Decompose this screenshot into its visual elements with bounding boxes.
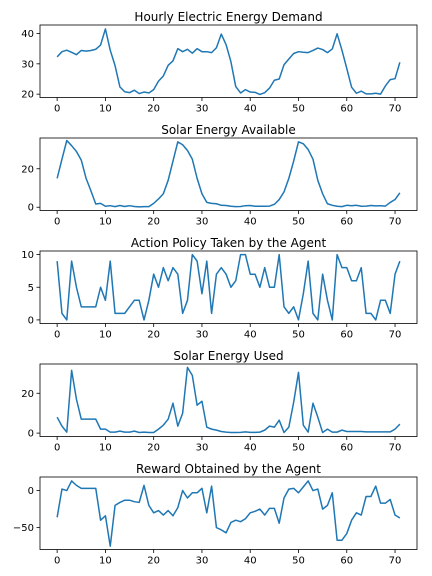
x-tick-label: 60 bbox=[340, 443, 353, 454]
x-tick-label: 40 bbox=[244, 217, 257, 228]
chart-title: Solar Energy Available bbox=[161, 123, 296, 137]
x-tick-label: 0 bbox=[54, 443, 60, 454]
x-tick-label: 10 bbox=[99, 330, 112, 341]
chart-title: Hourly Electric Energy Demand bbox=[134, 10, 322, 24]
axes-frame bbox=[39, 476, 418, 550]
axes-frame bbox=[39, 137, 418, 211]
x-tick-label: 30 bbox=[196, 330, 209, 341]
x-tick-label: 50 bbox=[292, 556, 305, 567]
x-tick-label: 50 bbox=[292, 217, 305, 228]
x-tick-label: 60 bbox=[340, 104, 353, 115]
x-tick-label: 20 bbox=[147, 443, 160, 454]
y-tick-label: 0 bbox=[28, 203, 34, 214]
x-tick-label: 20 bbox=[147, 104, 160, 115]
x-tick-label: 30 bbox=[196, 443, 209, 454]
chart-title: Action Policy Taken by the Agent bbox=[131, 236, 327, 250]
y-tick-label: 20 bbox=[21, 90, 34, 101]
x-tick-label: 0 bbox=[54, 556, 60, 567]
x-tick-label: 40 bbox=[244, 443, 257, 454]
y-tick-label: 20 bbox=[21, 164, 34, 175]
panel-solar-energy-used: Solar Energy Used 0 10 20 30 40 50 60 70 0 20 bbox=[21, 349, 418, 454]
x-tick-label: 20 bbox=[147, 556, 160, 567]
x-tick-label: 10 bbox=[99, 217, 112, 228]
x-tick-label: 0 bbox=[54, 104, 60, 115]
x-tick-label: 70 bbox=[389, 443, 402, 454]
x-tick-label: 70 bbox=[389, 330, 402, 341]
x-tick-label: 70 bbox=[389, 556, 402, 567]
x-tick-label: 70 bbox=[389, 217, 402, 228]
x-tick-label: 10 bbox=[99, 104, 112, 115]
axes-frame bbox=[39, 363, 418, 437]
chart-title: Reward Obtained by the Agent bbox=[136, 462, 321, 476]
x-tick-label: 30 bbox=[196, 104, 209, 115]
panel-solar-energy-available: Solar Energy Available 0 10 20 30 40 50 60 70 0 2… bbox=[21, 123, 418, 228]
y-tick-label: 0 bbox=[28, 486, 34, 497]
y-tick-label: 40 bbox=[21, 29, 34, 40]
x-tick-label: 20 bbox=[147, 330, 160, 341]
y-tick-label: 30 bbox=[21, 59, 34, 70]
x-tick-label: 30 bbox=[196, 217, 209, 228]
panel-hourly-electric-energy-demand: Hourly Electric Energy Demand 0 10 20 30 40 5… bbox=[21, 10, 418, 115]
x-tick-label: 70 bbox=[389, 104, 402, 115]
x-tick-label: 30 bbox=[196, 556, 209, 567]
series-line-0 bbox=[56, 139, 401, 208]
x-tick-label: 40 bbox=[244, 104, 257, 115]
y-tick-label: 0 bbox=[28, 429, 34, 440]
x-tick-label: 10 bbox=[99, 443, 112, 454]
x-tick-label: 0 bbox=[54, 330, 60, 341]
y-tick-label: −50 bbox=[13, 523, 34, 534]
x-tick-label: 40 bbox=[244, 330, 257, 341]
panel-action-policy: Action Policy Taken by the Agent 0 10 20 30… bbox=[21, 236, 418, 341]
x-tick-label: 50 bbox=[292, 104, 305, 115]
x-tick-label: 60 bbox=[340, 330, 353, 341]
x-tick-label: 40 bbox=[244, 556, 257, 567]
panel-reward-obtained: Reward Obtained by the Agent 0 10 20 30 40 50… bbox=[13, 462, 418, 567]
y-tick-label: 20 bbox=[21, 389, 34, 400]
x-tick-label: 50 bbox=[292, 330, 305, 341]
axes-frame bbox=[39, 24, 418, 98]
chart-title: Solar Energy Used bbox=[173, 349, 283, 363]
y-tick-label: 10 bbox=[21, 250, 34, 261]
x-tick-label: 0 bbox=[54, 217, 60, 228]
series-line-0 bbox=[56, 480, 401, 547]
y-tick-label: 5 bbox=[28, 283, 34, 294]
x-tick-label: 60 bbox=[340, 556, 353, 567]
x-tick-label: 10 bbox=[99, 556, 112, 567]
x-tick-label: 20 bbox=[147, 217, 160, 228]
series-line-0 bbox=[56, 28, 401, 96]
x-tick-label: 60 bbox=[340, 217, 353, 228]
series-line-0 bbox=[56, 253, 401, 321]
x-tick-label: 50 bbox=[292, 443, 305, 454]
y-tick-label: 0 bbox=[28, 315, 34, 326]
series-line-0 bbox=[56, 366, 401, 434]
